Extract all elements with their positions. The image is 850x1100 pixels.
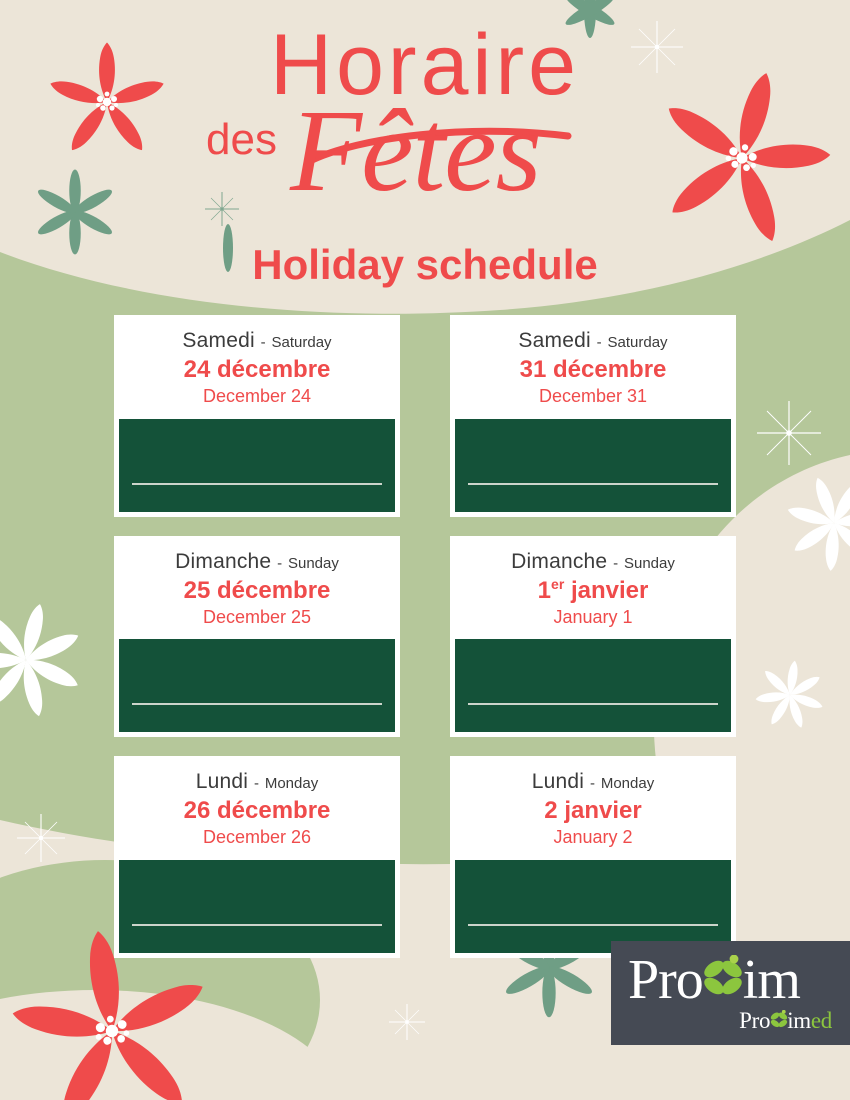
day-separator: - [254, 775, 259, 793]
date-fr: 31 décembre [460, 355, 726, 385]
date-en: December 31 [538, 386, 648, 407]
logo-primary-wordmark: Pro im [628, 949, 801, 1011]
schedule-card[interactable]: Lundi - Monday 26 décembre December 26 [114, 756, 400, 959]
logo-secondary-pre: Pro [739, 1008, 771, 1033]
hours-write-line [468, 703, 718, 706]
proxim-logo[interactable]: Pro im Pro imed [611, 941, 850, 1045]
card-row-2: Dimanche - Sunday 25 décembre December 2… [114, 535, 736, 738]
date-number: 26 [183, 797, 211, 825]
date-fr: 25 décembre [124, 576, 390, 606]
logo-primary-post: im [742, 949, 801, 1011]
date-month: décembre [216, 356, 331, 384]
date-month: décembre [216, 797, 331, 825]
schedule-card-grid: Samedi - Saturday 24 décembre December 2… [114, 315, 736, 977]
logo-secondary-mid: im [787, 1008, 811, 1033]
day-name-en: Monday [264, 775, 319, 793]
day-name-en: Sunday [287, 554, 339, 572]
day-line: Dimanche - Sunday [460, 550, 726, 573]
green-leaf-top-2 [223, 224, 233, 272]
day-line: Lundi - Monday [460, 770, 726, 793]
day-name-fr: Samedi [518, 329, 591, 352]
day-name-en: Monday [600, 775, 655, 793]
date-en: December 25 [202, 606, 312, 627]
poinsettia-bottom-left [10, 929, 209, 1100]
day-name-fr: Lundi [531, 770, 585, 794]
date-fr: 1er janvier [460, 576, 726, 606]
day-separator: - [260, 334, 266, 351]
date-en: January 2 [553, 827, 633, 848]
logo-secondary-wordmark: Pro imed [739, 1009, 832, 1032]
date-suffix: er [551, 575, 565, 592]
hours-field[interactable] [119, 418, 395, 512]
card-header: Dimanche - Sunday 25 décembre December 2… [114, 535, 400, 637]
date-en: December 24 [202, 386, 312, 407]
poinsettia-top-left [47, 42, 167, 155]
schedule-card[interactable]: Samedi - Saturday 24 décembre December 2… [114, 315, 400, 517]
hours-write-line [468, 924, 718, 927]
date-fr: 26 décembre [124, 796, 390, 826]
logo-secondary-post: ed [810, 1008, 832, 1033]
date-month: janvier [570, 576, 649, 604]
white-sparkle-mid-right [757, 401, 821, 465]
day-line: Lundi - Monday [124, 770, 390, 793]
day-name-en: Saturday [271, 334, 332, 351]
card-row-3: Lundi - Monday 26 décembre December 26 [114, 756, 736, 959]
date-month: décembre [552, 356, 667, 384]
date-en: January 1 [553, 606, 633, 627]
white-sparkle-top-right [631, 21, 683, 73]
day-name-en: Sunday [623, 554, 675, 572]
date-fr: 2 janvier [460, 796, 726, 826]
white-sparkle-bottom-center [389, 1004, 425, 1040]
date-fr: 24 décembre [124, 355, 390, 385]
day-name-fr: Dimanche [511, 549, 608, 573]
date-month: décembre [216, 576, 331, 604]
hours-field[interactable] [455, 639, 731, 733]
poinsettia-top-right [662, 69, 831, 246]
date-number: 25 [183, 576, 211, 604]
date-number: 24 [183, 356, 211, 384]
date-en: December 26 [202, 827, 312, 848]
card-header: Samedi - Saturday 31 décembre December 3… [450, 315, 736, 416]
hours-field[interactable] [119, 639, 395, 733]
day-separator: - [277, 554, 283, 572]
hours-write-line [132, 482, 382, 485]
hours-field[interactable] [455, 418, 731, 512]
white-sparkle-small-left [205, 192, 239, 226]
schedule-card[interactable]: Lundi - Monday 2 janvier January 2 [450, 756, 736, 959]
hours-field[interactable] [455, 860, 731, 954]
card-header: Dimanche - Sunday 1er janvier January 1 [450, 535, 736, 637]
date-month: janvier [564, 797, 642, 825]
schedule-card[interactable]: Dimanche - Sunday 25 décembre December 2… [114, 535, 400, 738]
card-row-1: Samedi - Saturday 24 décembre December 2… [114, 315, 736, 517]
date-number: 1 [537, 576, 552, 604]
card-header: Lundi - Monday 2 janvier January 2 [450, 756, 736, 858]
day-name-fr: Samedi [182, 329, 255, 352]
hours-write-line [132, 703, 382, 706]
day-separator: - [590, 775, 595, 793]
hours-write-line [132, 924, 382, 927]
day-line: Samedi - Saturday [460, 329, 726, 352]
green-leaf-top [565, 0, 615, 38]
day-separator: - [596, 334, 602, 351]
hours-field[interactable] [119, 860, 395, 954]
day-name-fr: Dimanche [175, 549, 272, 573]
card-header: Samedi - Saturday 24 décembre December 2… [114, 315, 400, 416]
date-number: 31 [519, 356, 547, 384]
logo-primary-pre: Pro [628, 949, 704, 1011]
schedule-card[interactable]: Samedi - Saturday 31 décembre December 3… [450, 315, 736, 517]
day-separator: - [613, 554, 619, 572]
hours-write-line [468, 482, 718, 485]
day-name-en: Saturday [607, 334, 668, 351]
day-line: Samedi - Saturday [124, 329, 390, 352]
card-header: Lundi - Monday 26 décembre December 26 [114, 756, 400, 858]
day-line: Dimanche - Sunday [124, 550, 390, 573]
schedule-card[interactable]: Dimanche - Sunday 1er janvier January 1 [450, 535, 736, 738]
date-number: 2 [544, 797, 558, 825]
day-name-fr: Lundi [195, 770, 249, 794]
white-sparkle-left [17, 814, 65, 862]
